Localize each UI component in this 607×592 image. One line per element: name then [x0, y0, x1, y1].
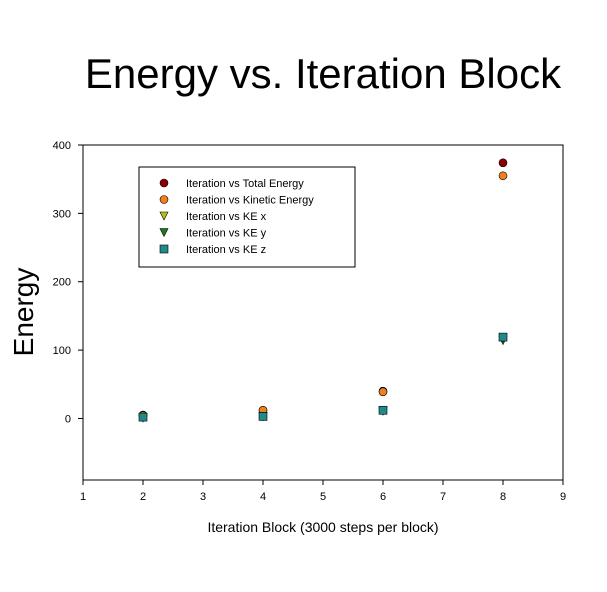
data-point [498, 171, 508, 181]
data-point [138, 412, 148, 422]
legend-label: Iteration vs KE y [186, 228, 267, 240]
x-tick-label: 7 [440, 491, 446, 503]
x-tick-label: 6 [380, 491, 386, 503]
legend-marker [159, 211, 169, 221]
legend-marker [159, 228, 169, 238]
x-tick-label: 3 [200, 491, 206, 503]
y-axis: 0 100 200 300 400 [53, 140, 83, 425]
legend-label: Iteration vs Total Energy [186, 178, 304, 190]
chart-title: Energy vs. Iteration Block [85, 50, 562, 97]
legend: Iteration vs Total Energy Iteration vs Ki… [138, 166, 356, 268]
data-points [138, 158, 508, 423]
x-axis-label: Iteration Block (3000 steps per block) [207, 519, 438, 535]
data-point [378, 387, 388, 397]
data-point [498, 332, 508, 342]
legend-marker [159, 178, 169, 188]
legend-label: Iteration vs Kinetic Energy [186, 195, 314, 207]
y-tick-label: 400 [53, 140, 71, 152]
legend-marker [159, 244, 169, 254]
legend-label: Iteration vs KE z [186, 244, 266, 256]
data-point [258, 412, 268, 421]
y-axis-label: Energy [8, 268, 39, 357]
y-tick-label: 300 [53, 208, 71, 220]
y-tick-label: 0 [65, 413, 71, 425]
x-tick-label: 4 [260, 491, 266, 503]
legend-marker [159, 195, 169, 204]
data-point [378, 405, 388, 415]
x-tick-label: 5 [320, 491, 326, 503]
x-tick-label: 2 [140, 491, 146, 503]
legend-box [138, 166, 356, 268]
y-tick-label: 100 [53, 345, 71, 357]
y-tick-label: 200 [53, 277, 71, 289]
data-point [498, 158, 508, 168]
x-tick-label: 9 [560, 491, 566, 503]
x-tick-label: 8 [500, 491, 506, 503]
x-axis: 1 2 3 4 5 6 7 8 9 [80, 480, 566, 503]
legend-label: Iteration vs KE x [186, 211, 267, 223]
x-tick-label: 1 [80, 491, 86, 503]
